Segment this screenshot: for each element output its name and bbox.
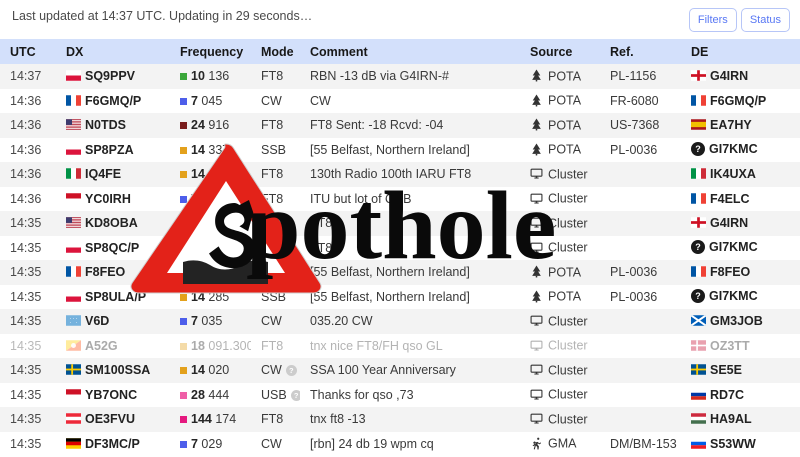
svg-text:pothole: pothole: [246, 172, 556, 280]
